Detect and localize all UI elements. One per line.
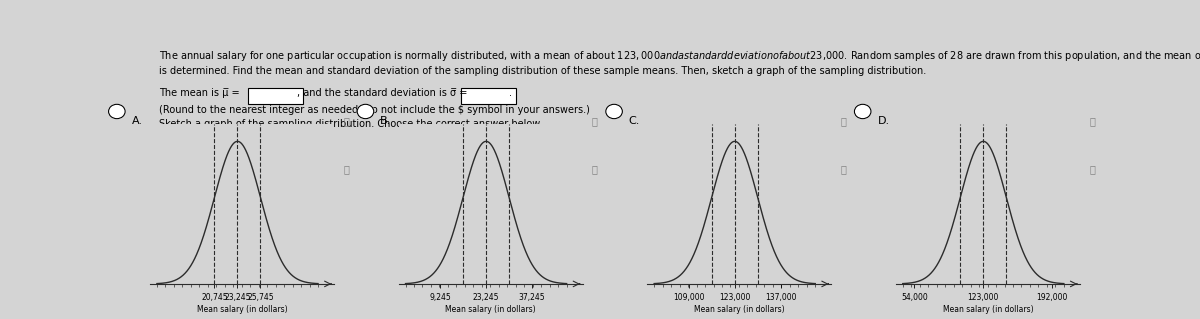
Text: 🔍: 🔍 xyxy=(1090,116,1096,126)
Text: 🔍: 🔍 xyxy=(343,116,349,126)
Text: is determined. Find the mean and standard deviation of the sampling distribution: is determined. Find the mean and standar… xyxy=(160,66,926,76)
Text: 🔍: 🔍 xyxy=(343,164,349,174)
X-axis label: Mean salary (in dollars): Mean salary (in dollars) xyxy=(694,305,785,314)
Circle shape xyxy=(358,104,373,119)
Text: D.: D. xyxy=(877,116,889,126)
FancyBboxPatch shape xyxy=(461,88,516,104)
Circle shape xyxy=(108,104,125,119)
Text: Sketch a graph of the sampling distribution. Choose the correct answer below.: Sketch a graph of the sampling distribut… xyxy=(160,119,542,129)
Text: The annual salary for one particular occupation is normally distributed, with a : The annual salary for one particular occ… xyxy=(160,48,1200,63)
FancyBboxPatch shape xyxy=(247,88,304,104)
X-axis label: Mean salary (in dollars): Mean salary (in dollars) xyxy=(943,305,1033,314)
Text: C.: C. xyxy=(629,116,640,126)
Text: , and the standard deviation is σ̅ =: , and the standard deviation is σ̅ = xyxy=(296,88,467,98)
Circle shape xyxy=(606,104,623,119)
X-axis label: Mean salary (in dollars): Mean salary (in dollars) xyxy=(445,305,536,314)
Text: 🔍: 🔍 xyxy=(840,116,846,126)
Text: 🔍: 🔍 xyxy=(592,116,598,126)
Text: 🔍: 🔍 xyxy=(592,164,598,174)
Text: B.: B. xyxy=(380,116,391,126)
Text: 🔍: 🔍 xyxy=(840,164,846,174)
Text: 🔍: 🔍 xyxy=(1090,164,1096,174)
Text: The mean is μ̅ =: The mean is μ̅ = xyxy=(160,88,240,98)
Text: (Round to the nearest integer as needed. Do not include the $ symbol in your ans: (Round to the nearest integer as needed.… xyxy=(160,105,590,115)
Text: A.: A. xyxy=(132,116,143,126)
X-axis label: Mean salary (in dollars): Mean salary (in dollars) xyxy=(197,305,287,314)
Text: .: . xyxy=(509,88,512,98)
Circle shape xyxy=(854,104,871,119)
